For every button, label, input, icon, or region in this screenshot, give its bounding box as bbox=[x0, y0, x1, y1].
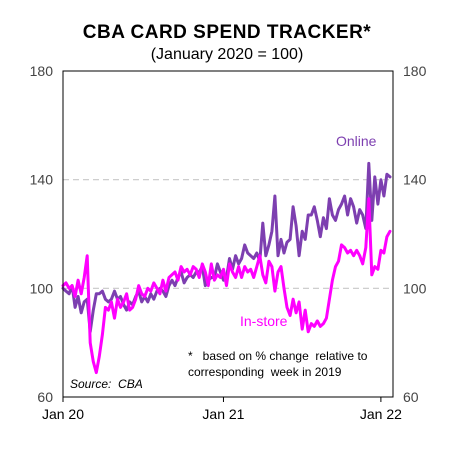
footnote-line-2: corresponding week in 2019 bbox=[188, 365, 342, 379]
source-note: Source: CBA bbox=[70, 377, 143, 391]
series-label-online: Online bbox=[336, 133, 377, 149]
series-lines bbox=[61, 161, 392, 375]
y-tick-left-60: 60 bbox=[37, 389, 53, 405]
y-tick-left-180: 180 bbox=[30, 63, 54, 79]
y-tick-right-60: 60 bbox=[403, 389, 419, 405]
y-tick-right-100: 100 bbox=[403, 280, 427, 296]
footnote-line-1: * based on % change relative to bbox=[188, 349, 368, 363]
y-tick-right-140: 140 bbox=[403, 172, 427, 188]
axis-ticks: 60 60 100 100 140 140 180 180 Jan 20 Jan 21 Jan 22 bbox=[30, 63, 427, 422]
chart-subtitle: (January 2020 = 100) bbox=[150, 46, 304, 63]
x-tick-label-2: Jan 22 bbox=[360, 406, 402, 422]
y-tick-left-140: 140 bbox=[30, 172, 54, 188]
series-line-instore bbox=[61, 197, 392, 375]
gridlines bbox=[63, 179, 393, 289]
x-tick-label-1: Jan 21 bbox=[202, 406, 244, 422]
plot-frame bbox=[62, 70, 394, 398]
y-tick-right-180: 180 bbox=[403, 63, 427, 79]
x-tick-label-0: Jan 20 bbox=[42, 406, 84, 422]
chart-title: CBA CARD SPEND TRACKER* bbox=[82, 22, 372, 43]
series-label-instore: In-store bbox=[240, 313, 288, 329]
y-tick-left-100: 100 bbox=[30, 280, 54, 296]
